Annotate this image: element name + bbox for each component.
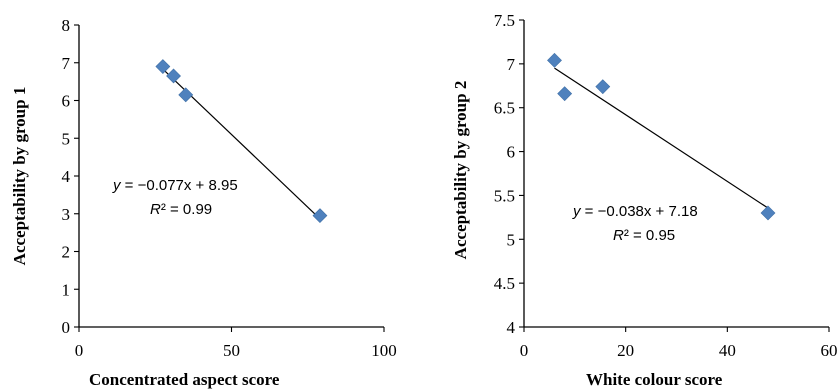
y-tick-label: 0 bbox=[62, 318, 71, 337]
x-tick-label: 0 bbox=[75, 341, 84, 360]
data-point bbox=[155, 59, 171, 74]
data-point bbox=[166, 68, 181, 84]
data-point bbox=[760, 205, 776, 221]
y-tick-label: 5 bbox=[507, 230, 516, 249]
y-axis-label: Acceptability by group 1 bbox=[10, 87, 29, 266]
y-tick-label: 6 bbox=[62, 92, 71, 111]
x-tick-label: 0 bbox=[520, 341, 529, 360]
chart-white-colour: 4 4.5 5 5.5 6 6.5 7 7.5 0 20 40 60 y = −0.038x + 7.… bbox=[451, 11, 838, 389]
r-squared: R² = 0.99 bbox=[150, 201, 212, 218]
trendline-equation: y = −0.077x + 8.95 bbox=[112, 177, 238, 194]
y-tick-label: 4 bbox=[507, 318, 516, 337]
x-tick-label: 40 bbox=[719, 341, 736, 360]
data-point bbox=[547, 52, 562, 68]
data-point bbox=[595, 79, 611, 95]
y-tick-label: 7 bbox=[62, 54, 71, 73]
data-point bbox=[178, 87, 194, 103]
y-tick-label: 6 bbox=[507, 143, 516, 162]
y-axis-label: Acceptability by group 2 bbox=[451, 81, 470, 260]
data-point bbox=[557, 86, 573, 102]
y-tick-label: 8 bbox=[62, 16, 71, 35]
y-tick-label: 4.5 bbox=[494, 274, 515, 293]
y-tick-label: 1 bbox=[62, 280, 71, 299]
y-tick-label: 6.5 bbox=[494, 99, 515, 118]
trendline bbox=[554, 67, 769, 209]
y-tick-label: 5.5 bbox=[494, 186, 515, 205]
y-tick-label: 3 bbox=[62, 205, 71, 224]
x-axis-label: White colour score bbox=[586, 370, 723, 389]
x-tick-label: 50 bbox=[223, 341, 240, 360]
r-squared: R² = 0.95 bbox=[613, 227, 675, 244]
x-tick-label: 20 bbox=[617, 341, 634, 360]
data-point bbox=[312, 208, 328, 224]
y-tick-label: 4 bbox=[62, 167, 71, 186]
y-tick-label: 7 bbox=[507, 55, 516, 74]
x-axis-label: Concentrated aspect score bbox=[89, 370, 280, 389]
y-tick-label: 7.5 bbox=[494, 11, 515, 30]
chart-concentrated-aspect: 0 1 2 3 4 5 6 7 8 0 50 100 y = −0.077x + 8.95 R² = … bbox=[10, 16, 397, 389]
trendline-equation: y = −0.038x + 7.18 bbox=[572, 203, 698, 220]
x-tick-label: 60 bbox=[821, 341, 838, 360]
y-tick-label: 5 bbox=[62, 129, 71, 148]
x-tick-label: 100 bbox=[371, 341, 397, 360]
y-tick-label: 2 bbox=[62, 243, 71, 262]
